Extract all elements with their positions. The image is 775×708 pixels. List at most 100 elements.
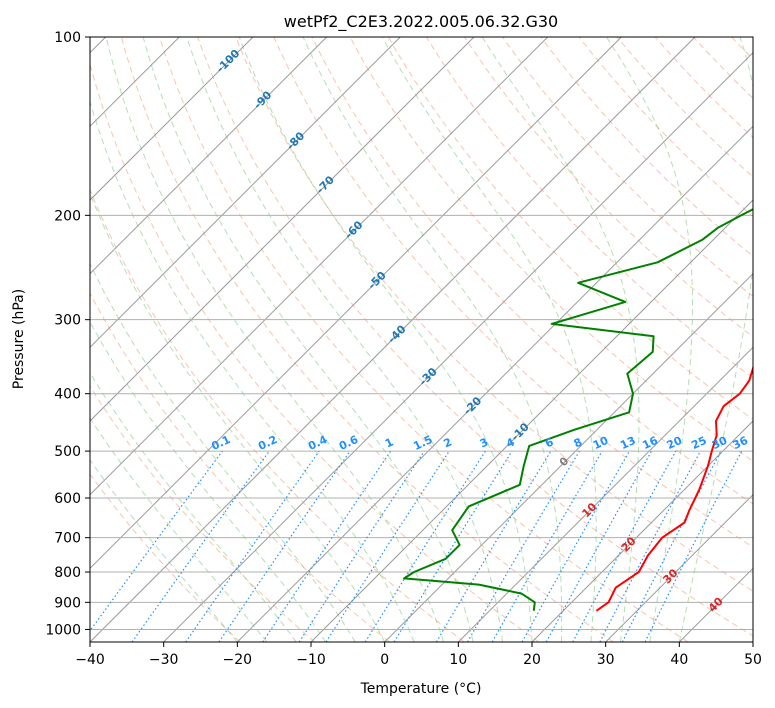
mixing-ratio-label: 0.4 bbox=[306, 433, 329, 453]
mixing-ratio-label: 16 bbox=[640, 434, 660, 452]
mixing-ratio-label: 30 bbox=[710, 434, 730, 452]
mixing-ratio-label: 25 bbox=[689, 434, 708, 452]
mixing-ratio-label: 2 bbox=[442, 435, 454, 450]
mixing-ratio-label: 1 bbox=[383, 435, 395, 450]
x-tick-label: 20 bbox=[523, 652, 541, 668]
x-tick-label: 50 bbox=[744, 652, 762, 668]
x-tick-label: −30 bbox=[149, 652, 179, 668]
mixing-ratio-label: 0.2 bbox=[256, 433, 279, 453]
isotherm-line bbox=[90, 37, 696, 642]
y-tick-label: 1000 bbox=[45, 622, 81, 638]
mixing-ratio-label: 3 bbox=[478, 435, 490, 450]
x-tick-label: −40 bbox=[75, 652, 105, 668]
dry-adiabat bbox=[90, 292, 390, 642]
moist-adiabat bbox=[381, 37, 597, 642]
mixing-ratio-label: 20 bbox=[665, 434, 685, 452]
mixing-ratio-label: 13 bbox=[618, 434, 637, 452]
x-tick-label: 10 bbox=[449, 652, 467, 668]
moist-adiabat bbox=[186, 37, 503, 642]
isotherm-line bbox=[384, 272, 753, 642]
mixing-ratio-line bbox=[393, 450, 513, 642]
y-tick-label: 200 bbox=[54, 208, 81, 224]
moist-adiabat bbox=[302, 37, 563, 642]
mixing-ratio-line bbox=[131, 450, 270, 642]
pressure-gridlines bbox=[90, 37, 753, 630]
mixing-ratio-label: 0.6 bbox=[337, 433, 360, 453]
mixing-ratio-line bbox=[466, 450, 580, 642]
y-tick-label: 800 bbox=[54, 565, 81, 581]
moist-adiabat bbox=[606, 37, 693, 642]
y-tick-label: 600 bbox=[54, 491, 81, 507]
x-axis-label: Temperature (°C) bbox=[360, 681, 482, 697]
isotherm-line bbox=[752, 641, 753, 642]
moist-adiabat bbox=[90, 99, 415, 642]
dry-adiabat bbox=[90, 473, 241, 642]
moist-adiabat bbox=[90, 192, 386, 642]
dry-adiabat bbox=[616, 37, 753, 178]
mixing-ratio-label: 1.5 bbox=[411, 433, 434, 453]
dewpoint-profile bbox=[403, 208, 753, 611]
mixing-ratio-label: 8 bbox=[572, 435, 584, 450]
mixing-ratio-lines bbox=[90, 450, 743, 642]
isotherm-line bbox=[163, 51, 753, 642]
mixing-ratio-line bbox=[364, 450, 486, 642]
dry-adiabat bbox=[654, 37, 753, 139]
isotherm-line bbox=[90, 37, 622, 570]
moist-adiabat bbox=[238, 37, 533, 642]
plot-frame bbox=[89, 36, 754, 643]
x-tick-label: 0 bbox=[380, 652, 389, 668]
mixing-ratio-line bbox=[572, 450, 677, 642]
dry-adiabat bbox=[273, 37, 753, 548]
isotherm-line bbox=[90, 37, 328, 275]
mixing-ratio-line bbox=[218, 450, 351, 642]
dry-adiabat bbox=[425, 37, 753, 379]
isotherm-line bbox=[90, 37, 254, 201]
mixing-ratio-label: 10 bbox=[591, 434, 611, 452]
moist-adiabat bbox=[678, 37, 753, 642]
moist-adiabat bbox=[481, 37, 640, 642]
isotherm-line bbox=[457, 346, 753, 642]
sounding-series bbox=[403, 208, 753, 612]
dry-adiabat bbox=[770, 37, 775, 642]
isotherm-line bbox=[531, 420, 753, 642]
mixing-ratio-line bbox=[644, 450, 743, 642]
temperature-profile bbox=[595, 364, 753, 612]
isotherm-line bbox=[236, 125, 753, 642]
mixing-ratio-label: 0.1 bbox=[209, 433, 232, 453]
dry-adiabat bbox=[464, 37, 753, 338]
y-tick-label: 300 bbox=[54, 313, 81, 329]
dry-adiabat bbox=[90, 385, 316, 642]
mixing-ratio-line bbox=[185, 450, 320, 642]
dry-adiabat bbox=[387, 37, 753, 420]
mixing-ratio-label: 36 bbox=[731, 434, 751, 452]
isotherm-line bbox=[310, 199, 753, 642]
isotherm-line bbox=[678, 567, 753, 642]
dry-adiabat bbox=[502, 37, 753, 298]
y-tick-label: 100 bbox=[54, 30, 81, 46]
moist-adiabat bbox=[90, 417, 268, 642]
dry-adiabat bbox=[235, 37, 753, 592]
dry-adiabat bbox=[159, 37, 689, 642]
y-tick-label: 900 bbox=[54, 595, 81, 611]
dry-adiabat bbox=[692, 37, 753, 99]
dry-adiabats bbox=[90, 37, 775, 642]
moist-adiabat bbox=[90, 371, 297, 642]
isotherm-line bbox=[90, 37, 401, 349]
dry-adiabat bbox=[540, 37, 753, 257]
moist-adiabat bbox=[105, 37, 445, 642]
isotherm-line bbox=[605, 493, 753, 642]
mixing-ratio-line bbox=[599, 450, 702, 642]
dry-adiabat bbox=[349, 37, 753, 462]
y-axis-label: Pressure (hPa) bbox=[11, 289, 27, 389]
y-tick-label: 700 bbox=[54, 531, 81, 547]
mixing-ratio-line bbox=[262, 450, 392, 642]
moist-adiabat bbox=[90, 321, 327, 642]
dry-adiabat bbox=[120, 37, 614, 642]
mixing-ratio-line bbox=[90, 450, 223, 632]
dry-adiabat bbox=[311, 37, 753, 505]
dry-adiabat bbox=[90, 188, 465, 642]
dry-adiabat bbox=[578, 37, 753, 218]
moist-adiabats bbox=[90, 37, 753, 642]
